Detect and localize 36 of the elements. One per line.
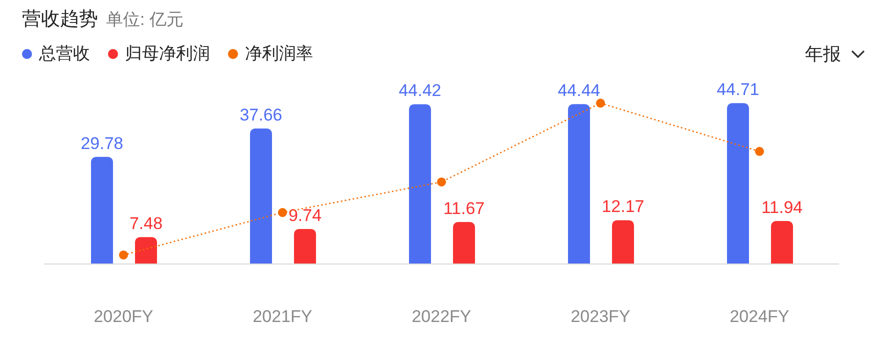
point <box>596 98 605 108</box>
bar <box>568 104 590 264</box>
data-label: 29.78 <box>80 134 124 153</box>
data-label: 12.17 <box>602 197 644 216</box>
data-label: 11.67 <box>443 199 485 218</box>
chart-subtitle: 单位: 亿元 <box>106 9 184 31</box>
data-label: 44.71 <box>716 80 760 100</box>
legend-label: 净利润率 <box>245 43 313 65</box>
data-label: 44.44 <box>558 81 600 100</box>
data-label: 11.94 <box>761 198 803 218</box>
bar <box>294 228 316 264</box>
bar <box>612 220 634 264</box>
legend-label: 总营收 <box>39 43 90 65</box>
x-tick-label: 2024FY <box>730 307 790 326</box>
chart-title: 营收趋势 <box>22 8 98 32</box>
point <box>755 146 764 156</box>
data-label: 7.48 <box>129 214 163 234</box>
bar <box>135 237 157 264</box>
data-label: 37.66 <box>240 106 282 125</box>
x-tick-label: 2020FY <box>94 307 154 326</box>
x-tick-label: 2023FY <box>570 307 630 326</box>
bar <box>453 222 475 264</box>
data-label: 44.42 <box>398 81 442 100</box>
x-tick-label: 2022FY <box>412 307 472 326</box>
point <box>119 250 128 260</box>
legend-label: 归母净利润 <box>125 43 210 65</box>
bar <box>250 128 272 264</box>
point <box>278 208 287 218</box>
bar <box>771 221 793 264</box>
text: 年报 <box>805 43 841 66</box>
x-tick-label: 2021FY <box>252 307 312 326</box>
bar <box>91 156 113 264</box>
bar <box>409 104 431 264</box>
bar <box>727 103 749 264</box>
data-label: 9.74 <box>288 206 322 225</box>
point <box>437 177 446 186</box>
